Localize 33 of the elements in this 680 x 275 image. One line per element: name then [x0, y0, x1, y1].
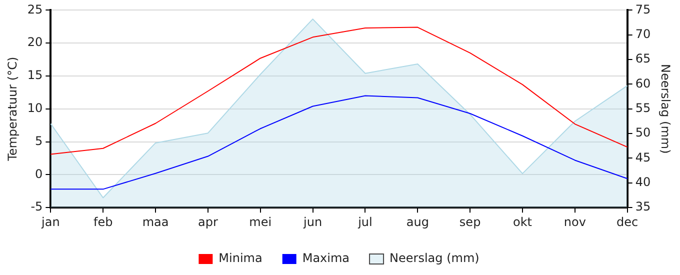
x-tick-label: sep	[459, 214, 481, 229]
x-tick-label: nov	[564, 214, 586, 229]
x-tick-label: maa	[142, 214, 169, 229]
y2-tick-label: 60	[635, 76, 651, 90]
x-tick-label: dec	[616, 214, 638, 229]
legend-label: Maxima	[302, 251, 350, 266]
legend-label: Neerslag (mm)	[390, 251, 480, 266]
x-tick-label: aug	[406, 214, 429, 229]
y2-tick-label: 65	[635, 52, 651, 66]
y2-tick-label: 75	[635, 2, 651, 16]
y2-tick-label: 55	[635, 101, 651, 116]
y2-tick-label: 45	[635, 150, 651, 164]
x-tick-label: apr	[198, 214, 218, 229]
x-tick-label: jun	[302, 214, 322, 229]
x-tick-label: mei	[249, 214, 272, 229]
y2-tick-label: 70	[635, 27, 651, 41]
legend-label: Minima	[218, 251, 262, 266]
x-tick-label: feb	[93, 214, 113, 229]
y2-tick-label: 50	[635, 126, 651, 140]
y2-tick-label: 40	[635, 175, 651, 190]
x-tick-label: jan	[40, 214, 60, 229]
y-tick-label: -5	[30, 200, 43, 214]
y-tick-label: 15	[27, 68, 43, 82]
x-tick-label: jul	[357, 214, 372, 229]
y-tick-label: 20	[27, 35, 43, 50]
y-tick-label: 25	[27, 2, 43, 16]
y-tick-label: 5	[35, 134, 43, 148]
y2-axis-title: Neerslag (mm)	[658, 64, 673, 154]
y-tick-label: 0	[35, 166, 43, 181]
y-tick-label: 10	[27, 101, 43, 116]
y2-tick-label: 35	[635, 200, 651, 214]
y-axis-title: Temperatuur (°C)	[5, 56, 20, 162]
x-tick-label: okt	[512, 214, 532, 229]
